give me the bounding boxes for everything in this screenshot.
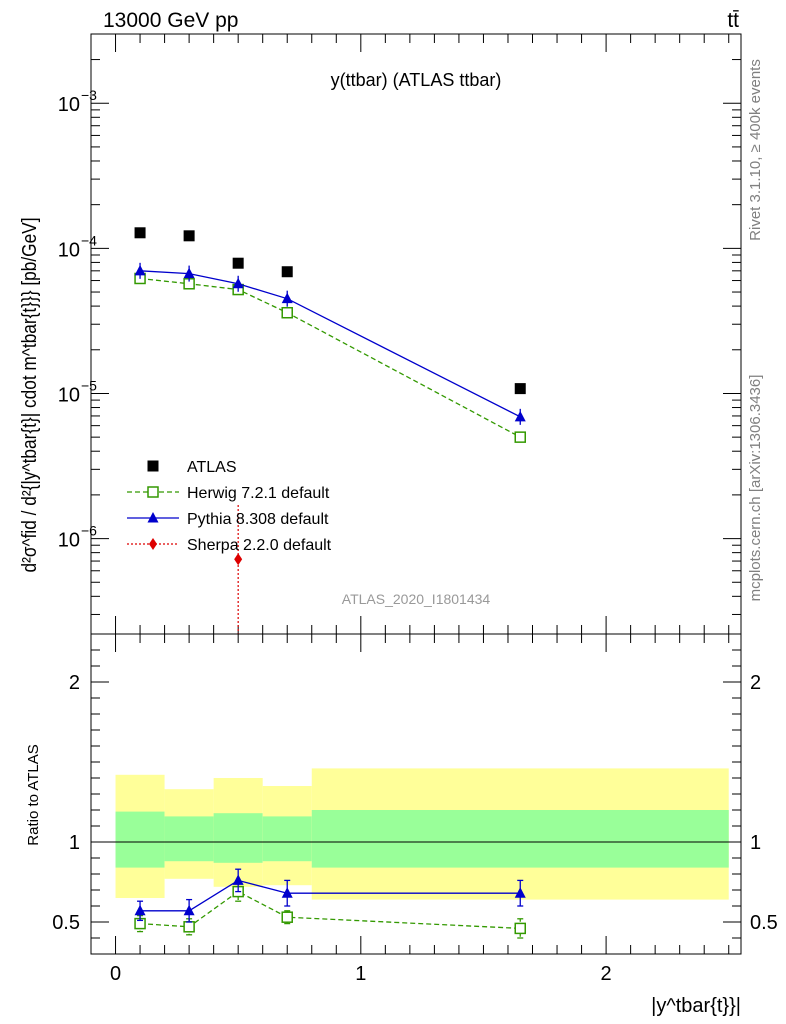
- ratio-pythia-point: [183, 904, 195, 916]
- ratio-inner-band: [262, 816, 312, 862]
- ratio-series-layer: [134, 868, 526, 939]
- legend-pythia-marker: [147, 512, 159, 523]
- atlas-data-point: [183, 230, 195, 242]
- ratio-y-tick-label-left: 2: [69, 672, 80, 694]
- ratio-x-tick-label: 0: [110, 963, 121, 985]
- ratio-uncertainty-bands: [115, 768, 729, 900]
- x-axis-label: |y^tbar{t}}|: [651, 995, 741, 1017]
- pythia-data-point: [232, 277, 244, 289]
- rivet-version-label: Rivet 3.1.10, ≥ 400k events: [747, 59, 764, 241]
- ratio-y-tick-label-right: 1: [750, 832, 761, 854]
- pythia-data-point: [183, 267, 195, 279]
- ratio-inner-band: [115, 811, 165, 868]
- atlas-data-point: [281, 266, 293, 278]
- ratio-x-tick-label: 1: [355, 963, 366, 985]
- main-y-tick-label-exponent: −3: [81, 87, 97, 103]
- mcplots-label: mcplots.cern.ch [arXiv:1306.3436]: [747, 375, 764, 602]
- atlas-data-point: [514, 383, 526, 395]
- plot-title: y(ttbar) (ATLAS ttbar): [331, 70, 502, 90]
- main-y-tick-labels: 10−610−510−410−3: [58, 87, 97, 551]
- legend: ATLAS Herwig 7.2.1 default Pythia 8.308 de…: [127, 459, 332, 554]
- ratio-x-tick-labels: 0 1 2: [110, 963, 612, 985]
- main-y-tick-label: 10: [58, 239, 80, 261]
- legend-label: Sherpa 2.2.0 default: [187, 537, 332, 554]
- ratio-y-tick-labels: 0.5 0.5 1 1 2 2: [52, 672, 778, 934]
- pythia-data-point: [134, 264, 146, 276]
- ratio-pythia-point: [232, 874, 244, 885]
- main-y-tick-label-exponent: −6: [81, 523, 97, 539]
- main-y-tick-label-exponent: −5: [81, 377, 97, 393]
- herwig-data-point: [281, 306, 293, 319]
- main-panel: 10−610−510−410−3 y(ttbar) (ATLAS ttbar) …: [58, 33, 742, 635]
- ratio-y-tick-label-right: 0.5: [750, 912, 778, 934]
- ratio-inner-band: [164, 816, 214, 862]
- main-x-axis-ticks: [115, 34, 730, 634]
- main-y-tick-label: 10: [58, 384, 80, 406]
- herwig-data-point: [514, 431, 526, 443]
- main-series-layer: [134, 227, 526, 634]
- main-y-tick-label-exponent: −4: [81, 232, 97, 248]
- ratio-pythia-point: [134, 904, 146, 916]
- ratio-herwig-point: [183, 921, 195, 933]
- main-panel-frame: [90, 33, 742, 635]
- ratio-inner-band: [311, 810, 729, 868]
- ratio-herwig-point: [281, 911, 293, 923]
- atlas-data-point: [232, 257, 244, 269]
- ratio-axis-ticks: [91, 634, 741, 954]
- ratio-panel: 0.5 0.5 1 1 2 2 0 1 2: [52, 633, 778, 985]
- ratio-pythia-point: [281, 887, 293, 898]
- legend-sherpa-marker: [149, 538, 157, 550]
- ratio-y-tick-label-left: 1: [69, 832, 80, 854]
- legend-label: ATLAS: [187, 459, 237, 476]
- ratio-pythia-point: [514, 887, 526, 898]
- pythia-data-point: [281, 292, 293, 304]
- main-y-tick-label: 10: [58, 94, 80, 116]
- main-y-axis-ticks: [91, 33, 741, 615]
- legend-label: Herwig 7.2.1 default: [187, 485, 330, 502]
- atlas-data-point: [134, 227, 146, 239]
- header-energy-label: 13000 GeV pp: [103, 9, 238, 32]
- legend-label: Pythia 8.308 default: [187, 511, 329, 528]
- header-process-label: tt̄: [727, 9, 739, 32]
- ratio-x-tick-label: 2: [601, 963, 612, 985]
- ratio-inner-band: [213, 813, 263, 863]
- main-y-tick-label: 10: [58, 530, 80, 552]
- ratio-herwig-line: [140, 890, 521, 930]
- ratio-y-tick-label-left: 0.5: [52, 912, 80, 934]
- y-axis-label-main: d²σ^fid / d²{|y^tbar{t}| cdot m^tbar{t}}…: [19, 218, 41, 573]
- sherpa-data-point: [234, 553, 243, 566]
- pythia-data-point: [514, 410, 526, 422]
- watermark-label: ATLAS_2020_I1801434: [342, 591, 491, 607]
- legend-herwig-marker: [147, 486, 159, 498]
- y-axis-label-ratio: Ratio to ATLAS: [25, 744, 42, 845]
- ratio-herwig-point: [514, 922, 526, 935]
- ratio-y-tick-label-right: 2: [750, 672, 761, 694]
- legend-atlas-marker: [147, 460, 159, 472]
